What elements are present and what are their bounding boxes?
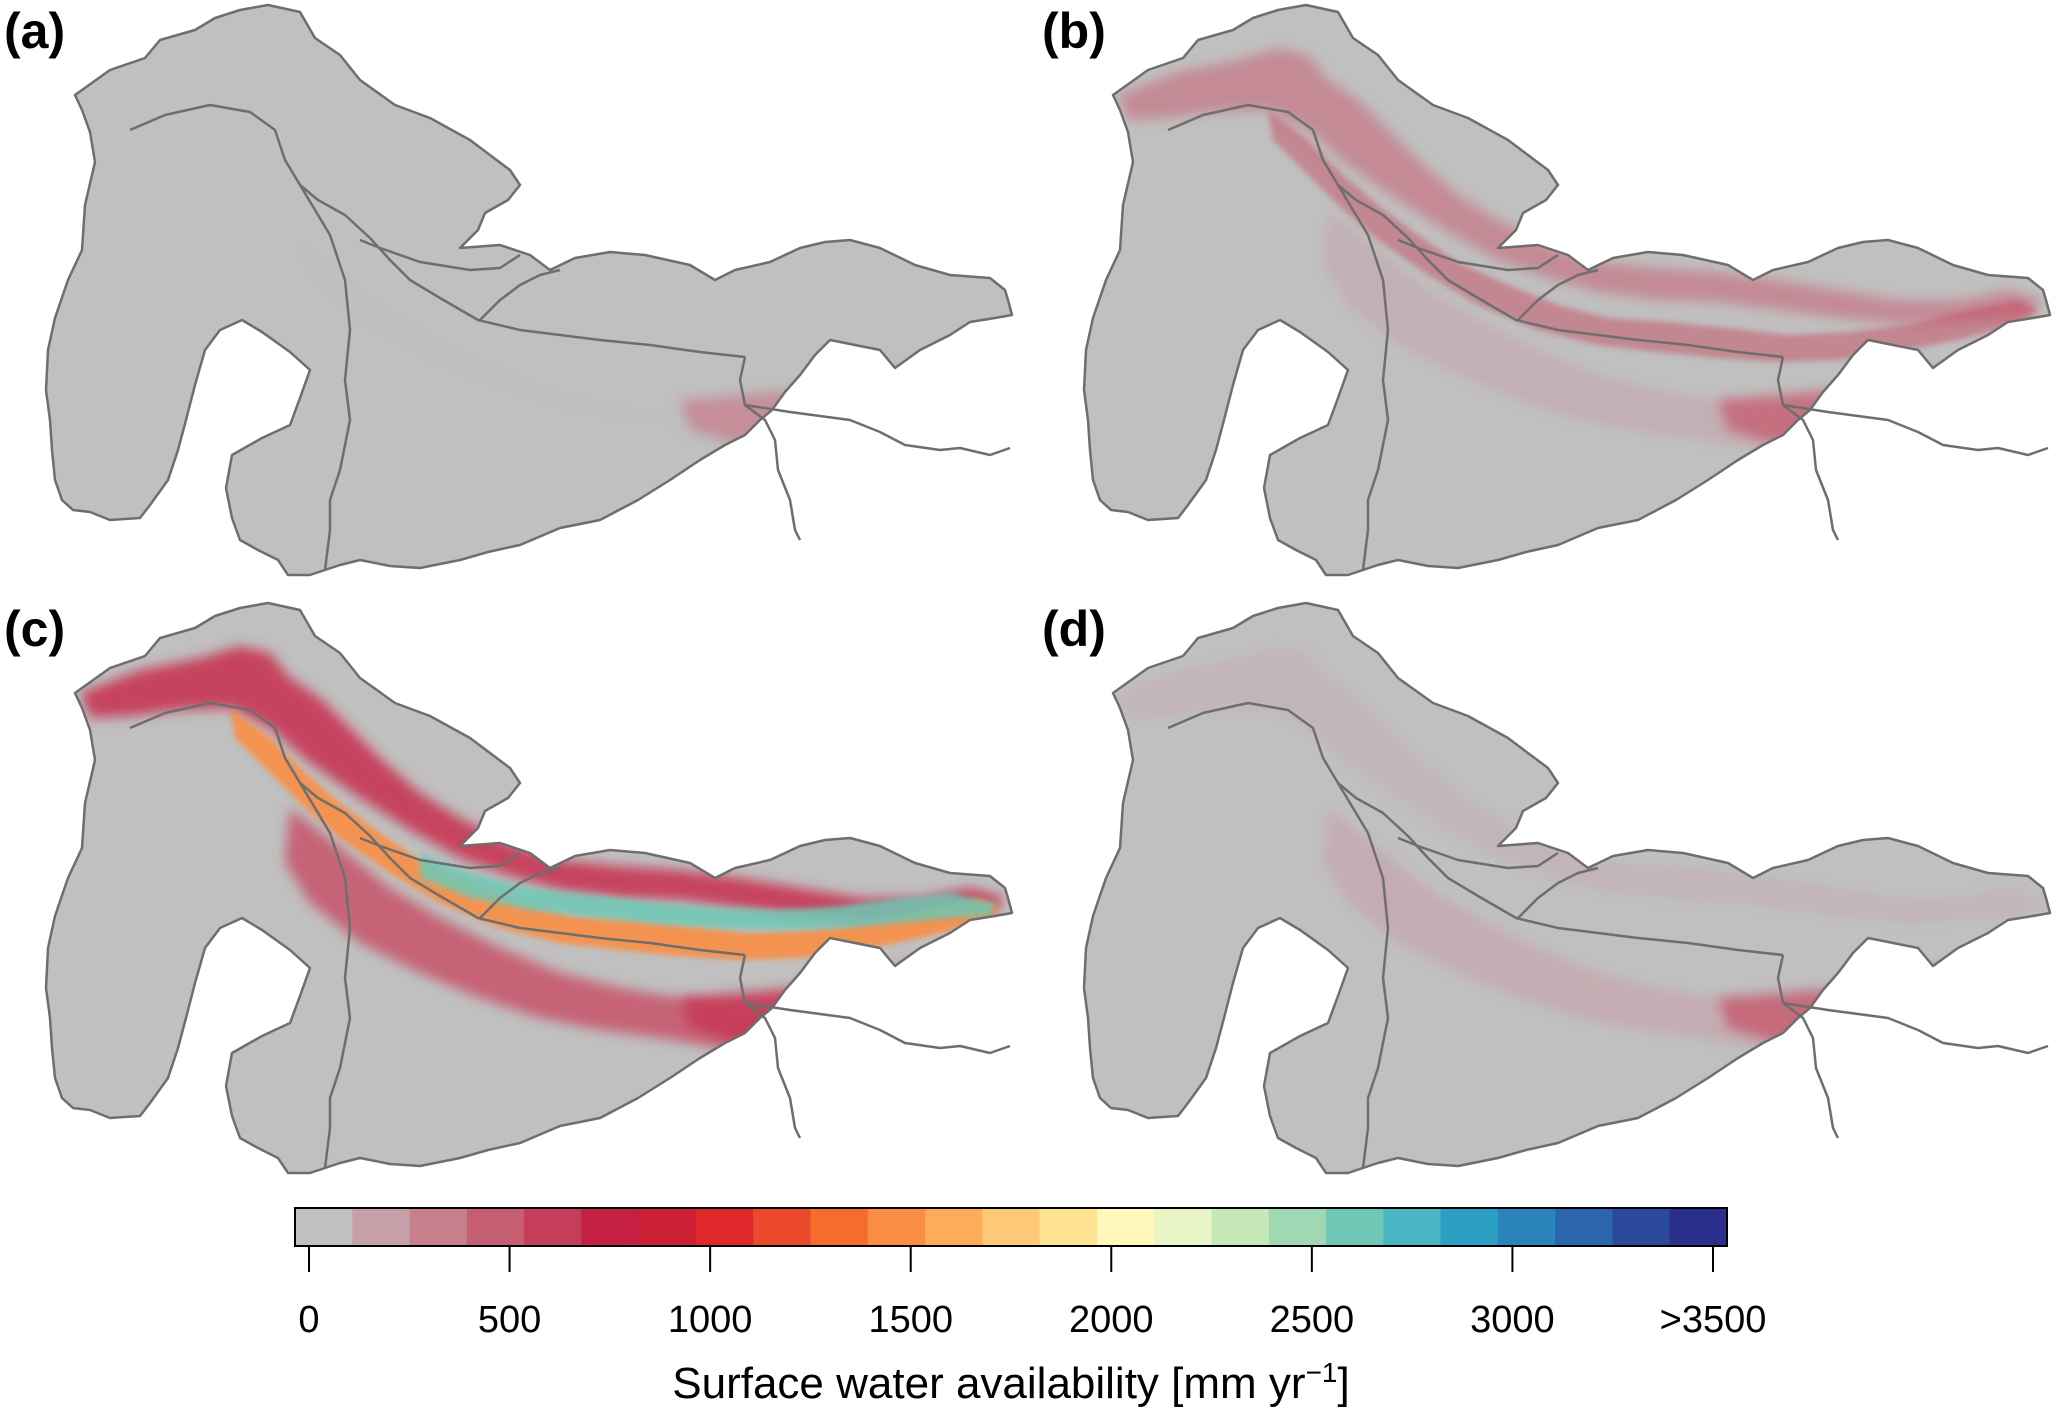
colorbar-swatch-0: [295, 1208, 353, 1246]
colorbar-swatch-8: [753, 1208, 812, 1246]
colorbar-swatch-17: [1268, 1208, 1327, 1246]
map-panel-b: [1082, 3, 2052, 577]
basin-land-b: [1084, 5, 2050, 575]
overlay-blue-c: [420, 853, 995, 930]
colorbar-swatch-3: [466, 1208, 525, 1246]
sub-basin-boundary-a-1: [738, 356, 802, 541]
sub-basin-boundary-c-2: [744, 1001, 1011, 1055]
colorbar-tick-label-5: 2500: [1270, 1299, 1355, 1341]
overlay-himalaya-b: [1118, 48, 2043, 325]
colorbar-tick-label-7: >3500: [1660, 1299, 1767, 1341]
colorbar-swatch-13: [1039, 1208, 1098, 1246]
overlay-himalaya-c: [80, 646, 1005, 923]
basin-land-a: [46, 5, 1012, 575]
sub-basin-boundary-d-1: [1776, 954, 1840, 1139]
overlay-band-b: [1268, 110, 2038, 362]
map-panel-d: [1082, 601, 2052, 1175]
colorbar-swatch-10: [867, 1208, 926, 1246]
colorbar: 0 500 1000 1500 2000 2500 3000 >3500 Surface wat…: [294, 1207, 1767, 1408]
colorbar-swatch-23: [1612, 1208, 1671, 1246]
colorbar-swatch-19: [1383, 1208, 1442, 1246]
colorbar-tick-label-4: 2000: [1069, 1299, 1154, 1341]
panel-label-a: (a): [4, 3, 66, 59]
colorbar-swatch-18: [1326, 1208, 1384, 1246]
sub-basin-boundary-c-1: [738, 954, 802, 1139]
sub-basin-boundary-c-3: [298, 782, 352, 1169]
sub-basin-boundary-b-3: [1336, 184, 1390, 571]
overlay-himalaya-a: [80, 48, 1005, 325]
basin-land-d: [1084, 603, 2050, 1173]
sub-basin-boundary-d-2: [1782, 1001, 2049, 1055]
colorbar-tick-label-6: 3000: [1470, 1299, 1555, 1341]
sub-basin-boundary-a-4: [359, 238, 521, 272]
sub-basin-boundary-b-5: [1517, 268, 1599, 321]
sub-basin-boundary-d-3: [1336, 782, 1390, 1169]
sub-basin-boundary-d-4: [1397, 836, 1559, 870]
map-panel-c: [44, 601, 1014, 1175]
sub-basin-boundary-c-4: [359, 836, 521, 870]
sub-basin-boundary-a-2: [744, 403, 1011, 457]
sub-basin-boundary-a-5: [479, 268, 561, 321]
colorbar-swatch-15: [1154, 1208, 1213, 1246]
sub-basin-boundary-a-3: [298, 184, 352, 571]
colorbar-swatch-14: [1096, 1208, 1155, 1246]
map-panel-a: [44, 3, 1014, 577]
colorbar-swatch-11: [925, 1208, 983, 1246]
sub-basin-boundary-b-4: [1397, 238, 1559, 272]
colorbar-tick-label-1: 500: [478, 1299, 541, 1341]
overlay-band-c: [230, 708, 1000, 960]
panel-label-c: (c): [4, 601, 66, 657]
colorbar-swatch-6: [638, 1208, 697, 1246]
basin-outline-c: [44, 601, 1014, 1175]
sub-basin-boundary-c-5: [479, 866, 561, 919]
basin-outline-d: [1082, 601, 2052, 1175]
basin-outline-a: [44, 3, 1014, 577]
colorbar-swatch-5: [581, 1208, 640, 1246]
colorbar-swatch-20: [1440, 1208, 1499, 1246]
colorbar-swatch-1: [352, 1208, 411, 1246]
colorbar-tick-label-2: 1000: [668, 1299, 753, 1341]
colorbar-swatch-21: [1497, 1208, 1556, 1246]
basin-outline-b: [1082, 3, 2052, 577]
sub-basin-boundary-b-1: [1776, 356, 1840, 541]
colorbar-frame: [294, 1207, 1728, 1247]
colorbar-swatch-12: [982, 1208, 1041, 1246]
overlay-himalaya-d: [1118, 646, 2043, 923]
colorbar-swatch-24: [1669, 1208, 1728, 1246]
colorbar-swatch-22: [1555, 1208, 1614, 1246]
sub-basin-boundary-b-2: [1782, 403, 2049, 457]
colorbar-swatch-2: [409, 1208, 468, 1246]
colorbar-swatch-7: [695, 1208, 754, 1246]
sub-basin-boundary-d-5: [1517, 866, 1599, 919]
panel-label-b: (b): [1042, 3, 1106, 59]
colorbar-tick-label-3: 1500: [868, 1299, 953, 1341]
colorbar-title: Surface water availability [mm yr−1]: [672, 1357, 1349, 1408]
colorbar-swatch-9: [810, 1208, 869, 1246]
colorbar-swatch-4: [524, 1208, 582, 1246]
colorbar-swatch-16: [1211, 1208, 1270, 1246]
colorbar-tick-label-0: 0: [298, 1299, 319, 1341]
panel-label-d: (d): [1042, 601, 1106, 657]
